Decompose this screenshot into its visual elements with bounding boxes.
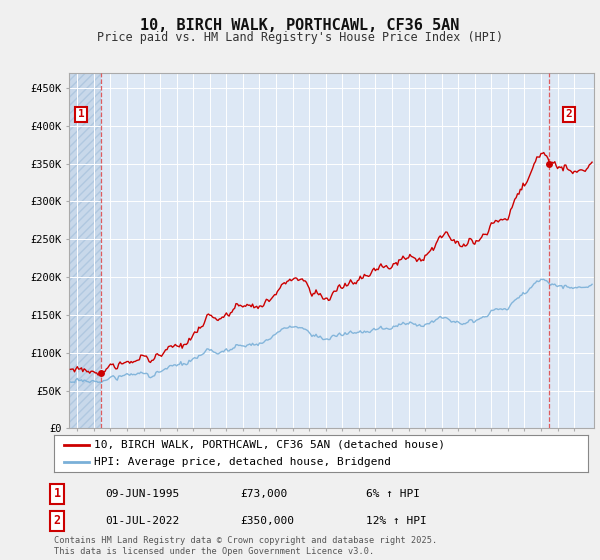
Text: 12% ↑ HPI: 12% ↑ HPI [366,516,427,526]
Text: 1: 1 [78,109,85,119]
Text: 09-JUN-1995: 09-JUN-1995 [105,489,179,499]
Text: 1: 1 [53,487,61,501]
Text: 6% ↑ HPI: 6% ↑ HPI [366,489,420,499]
Text: 2: 2 [53,514,61,528]
Text: HPI: Average price, detached house, Bridgend: HPI: Average price, detached house, Brid… [94,457,391,466]
Text: 10, BIRCH WALK, PORTHCAWL, CF36 5AN (detached house): 10, BIRCH WALK, PORTHCAWL, CF36 5AN (det… [94,440,445,450]
Text: Contains HM Land Registry data © Crown copyright and database right 2025.
This d: Contains HM Land Registry data © Crown c… [54,536,437,556]
Text: 2: 2 [566,109,572,119]
Text: 10, BIRCH WALK, PORTHCAWL, CF36 5AN: 10, BIRCH WALK, PORTHCAWL, CF36 5AN [140,18,460,33]
Text: Price paid vs. HM Land Registry's House Price Index (HPI): Price paid vs. HM Land Registry's House … [97,31,503,44]
Text: 01-JUL-2022: 01-JUL-2022 [105,516,179,526]
Text: £350,000: £350,000 [240,516,294,526]
Text: £73,000: £73,000 [240,489,287,499]
Bar [69,73,101,428]
